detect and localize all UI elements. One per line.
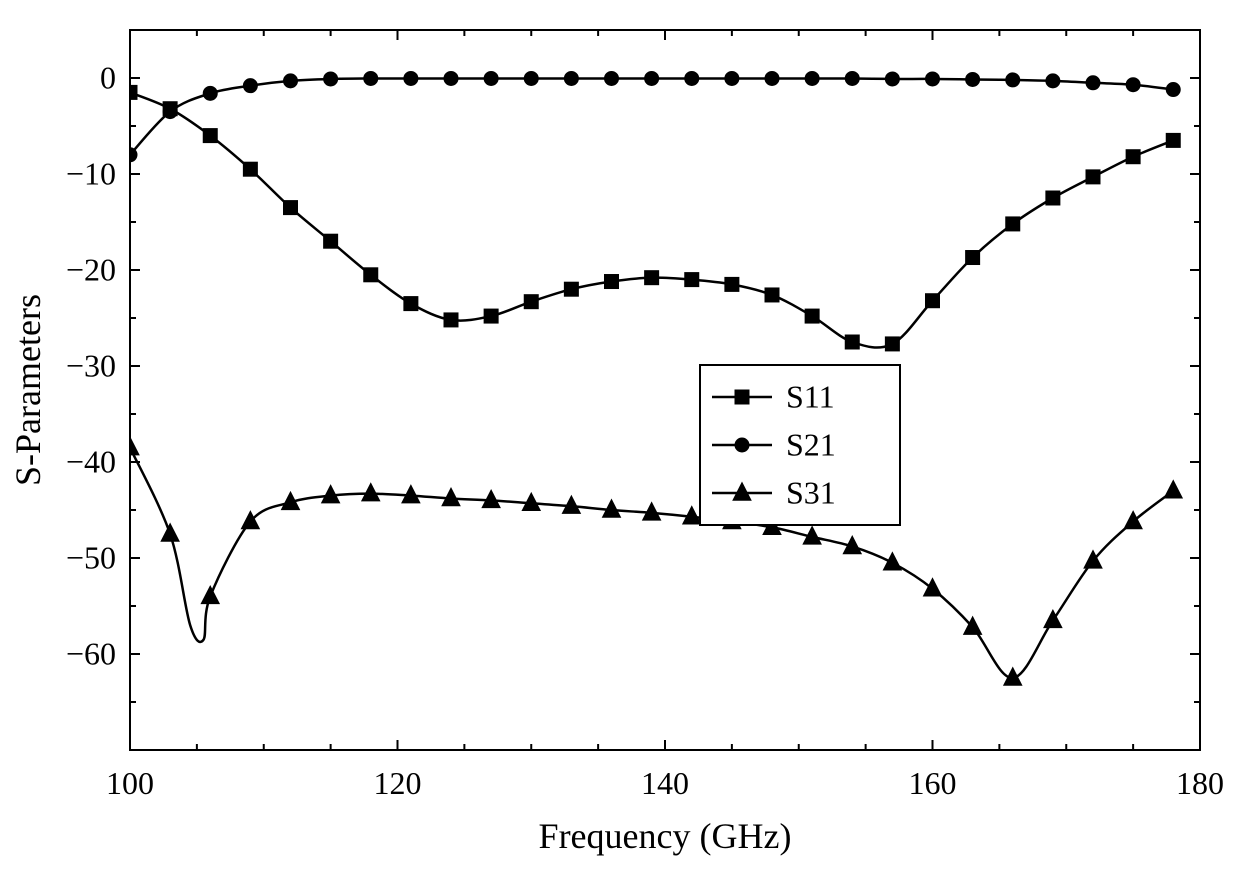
x-axis-label: Frequency (GHz) [539, 816, 792, 856]
x-tick-label: 140 [641, 765, 689, 801]
y-tick-label: −30 [66, 348, 116, 384]
legend: S11 S21 S31 [700, 365, 900, 525]
x-tick-label: 180 [1176, 765, 1224, 801]
y-tick-label: 0 [100, 60, 116, 96]
legend-label-s31: S31 [786, 475, 836, 511]
y-tick-label: −20 [66, 252, 116, 288]
y-tick-label: −10 [66, 156, 116, 192]
chart-svg: 100 120 140 160 180 −60 −50 −40 −30 −20 −10 0 Freque… [0, 0, 1239, 882]
x-tick-label: 120 [374, 765, 422, 801]
s-parameters-chart: 100 120 140 160 180 −60 −50 −40 −30 −20 −10 0 Freque… [0, 0, 1239, 882]
y-tick-label: −60 [66, 636, 116, 672]
x-tick-label: 160 [909, 765, 957, 801]
x-tick-label: 100 [106, 765, 154, 801]
y-axis-label: S-Parameters [8, 294, 48, 486]
y-tick-label: −40 [66, 444, 116, 480]
legend-label-s11: S11 [786, 379, 835, 415]
y-tick-label: −50 [66, 540, 116, 576]
legend-label-s21: S21 [786, 427, 836, 463]
